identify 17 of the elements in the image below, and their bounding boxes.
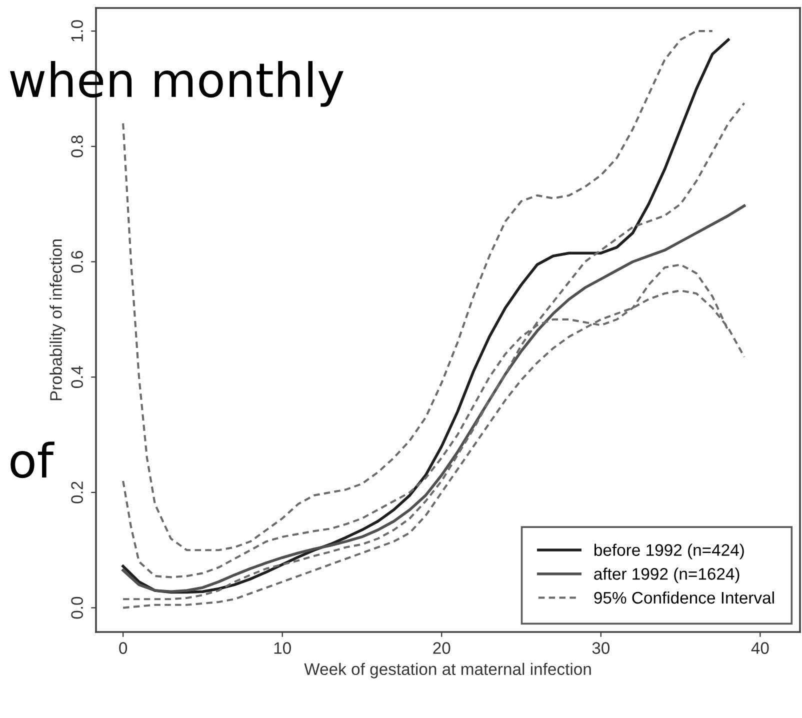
x-axis-title: Week of gestation at maternal infection xyxy=(304,662,591,678)
y-tick-label: 0.6 xyxy=(71,250,83,273)
x-tick-label: 10 xyxy=(274,642,291,654)
legend-label: before 1992 (n=424) xyxy=(594,544,744,560)
y-tick-label: 1.0 xyxy=(71,20,83,42)
y-tick-label: 0.8 xyxy=(71,136,83,158)
legend-label: after 1992 (n=1624) xyxy=(594,568,740,584)
x-tick-label: 20 xyxy=(433,642,450,654)
y-axis-title: Probability of infection xyxy=(50,240,66,400)
y-tick-label: 0.0 xyxy=(71,596,83,619)
x-tick-label: 30 xyxy=(592,642,610,654)
legend-label: 95% Confidence Interval xyxy=(594,591,774,604)
text: of xyxy=(10,442,54,478)
x-tick-label: 40 xyxy=(751,642,769,654)
x-tick-label: 0 xyxy=(119,642,128,654)
y-tick-label: 0.2 xyxy=(71,482,83,504)
y-tick-label: 0.4 xyxy=(71,366,83,388)
